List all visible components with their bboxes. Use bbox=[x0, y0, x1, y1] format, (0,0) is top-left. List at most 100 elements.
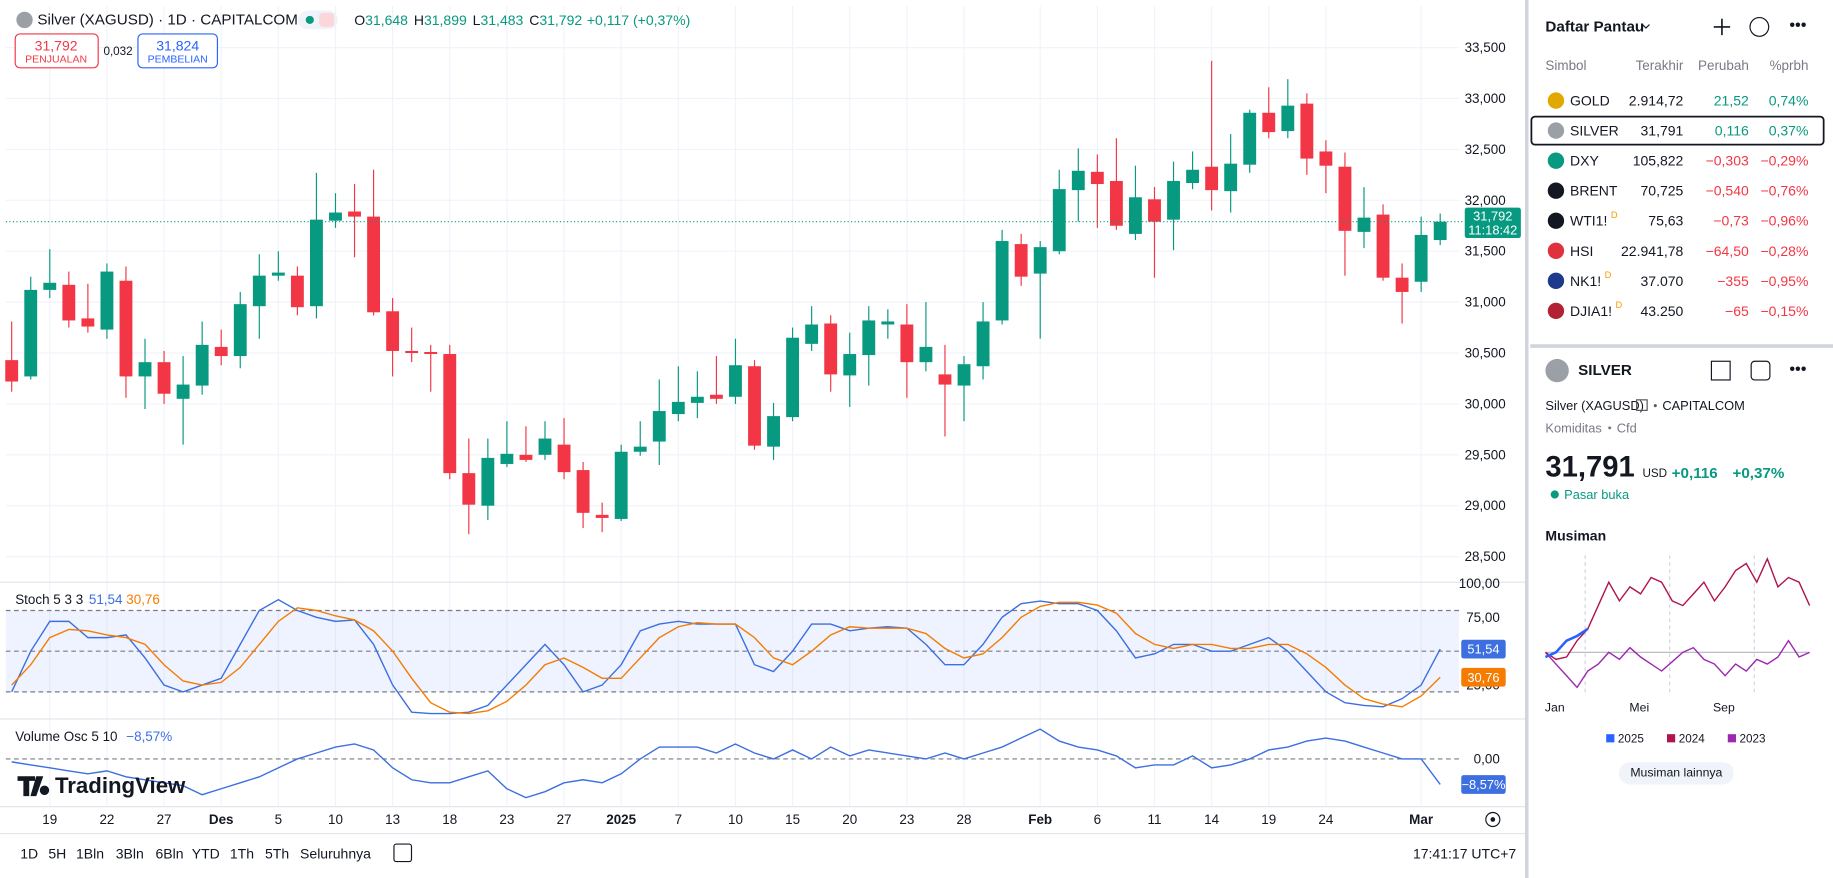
detail-symbol: SILVER bbox=[1578, 362, 1632, 379]
add-button[interactable] bbox=[1713, 18, 1731, 36]
x-tick-label: 19 bbox=[1261, 812, 1276, 827]
symbol-name: SILVER bbox=[1570, 123, 1619, 139]
status-dot bbox=[305, 15, 314, 25]
x-tick-label: 2025 bbox=[606, 812, 636, 827]
candle-body bbox=[214, 346, 228, 357]
range-button[interactable]: 3Bln bbox=[116, 845, 144, 861]
y-tick-label: 32,500 bbox=[1465, 142, 1506, 157]
legend-swatch bbox=[1667, 734, 1676, 743]
indicator-line bbox=[11, 728, 1441, 799]
symbol-name: DXY bbox=[1570, 153, 1599, 169]
x-tick-label: 14 bbox=[1204, 812, 1219, 827]
range-button[interactable]: Seluruhnya bbox=[300, 845, 371, 861]
chart-button[interactable] bbox=[1749, 16, 1770, 37]
y-tick-label: 0,00 bbox=[1474, 751, 1500, 766]
x-tick-label: 6 bbox=[1094, 812, 1101, 827]
buy-button[interactable] bbox=[137, 33, 219, 69]
clock: 17:41:17 UTC+7 bbox=[1413, 845, 1516, 861]
candle-body bbox=[1262, 112, 1276, 133]
symbol: DXY bbox=[1570, 153, 1599, 169]
detail-icon bbox=[1545, 358, 1569, 383]
candle-body bbox=[633, 446, 647, 452]
edit-button[interactable] bbox=[1750, 360, 1771, 381]
candle-body bbox=[671, 401, 685, 415]
layout-button[interactable] bbox=[1710, 360, 1731, 381]
x-tick-label: 20 bbox=[842, 812, 857, 827]
x-tick-label: Mei bbox=[1629, 700, 1649, 714]
candle-body bbox=[157, 362, 171, 394]
candle-body bbox=[119, 280, 133, 377]
candle-body bbox=[709, 394, 723, 399]
range-button[interactable]: 6Bln bbox=[155, 845, 183, 861]
range-button[interactable]: 5Th bbox=[265, 845, 289, 861]
x-tick-label: 27 bbox=[557, 812, 572, 827]
x-tick-label: 18 bbox=[442, 812, 457, 827]
candle-body bbox=[1243, 112, 1257, 165]
range-button[interactable]: 1D bbox=[20, 845, 38, 861]
symbol-name: WTI1! bbox=[1570, 213, 1607, 229]
candle-body bbox=[843, 354, 857, 376]
candle-body bbox=[1033, 247, 1047, 274]
candle-body bbox=[595, 514, 609, 518]
x-tick-label: 22 bbox=[99, 812, 114, 827]
ohlc-key: O bbox=[354, 12, 365, 28]
last-price: 22.941,78 bbox=[1621, 243, 1684, 259]
candle-body bbox=[233, 304, 247, 357]
x-tick-label: 23 bbox=[899, 812, 914, 827]
plot-layer: 19 22 27 Des 5 10 13 18 23 27 2025 7 10 15 20 23 28 Feb 6 1… bbox=[5, 40, 1521, 827]
candle-body bbox=[957, 364, 971, 386]
candle-body bbox=[443, 354, 457, 474]
watchlist-title[interactable]: Daftar Pantau bbox=[1545, 18, 1644, 35]
range-button[interactable]: 5H bbox=[48, 845, 66, 861]
candle-body bbox=[729, 365, 742, 397]
sell-button[interactable] bbox=[14, 33, 99, 69]
value-tag bbox=[1461, 775, 1506, 794]
countdown: 11:18:42 bbox=[1468, 222, 1517, 237]
menu-button[interactable]: ••• bbox=[1789, 17, 1806, 35]
change-percent: −0,29% bbox=[1761, 153, 1809, 169]
range-button[interactable]: 1Th bbox=[230, 845, 254, 861]
candle-body bbox=[919, 346, 933, 363]
x-tick-label: 27 bbox=[157, 812, 172, 827]
ohlc-legend: O31,648 H31,899 L31,483 C31,792 +0,117 (+0,3… bbox=[354, 12, 690, 28]
x-tick-label: 7 bbox=[675, 812, 682, 827]
watchlist-row[interactable] bbox=[1530, 115, 1825, 146]
candle-body bbox=[462, 473, 476, 505]
y-tick-label: 75,00 bbox=[1466, 610, 1500, 625]
detail-menu[interactable]: ••• bbox=[1789, 360, 1806, 378]
change-percent: −0,15% bbox=[1761, 303, 1809, 319]
candle-body bbox=[786, 337, 800, 418]
last-price: 70,725 bbox=[1640, 183, 1683, 199]
y-tick-label: 29,500 bbox=[1465, 447, 1506, 462]
change: −64,50 bbox=[1706, 243, 1749, 259]
symbol-flag: D bbox=[1616, 300, 1623, 310]
y-tick-label: 30,500 bbox=[1465, 346, 1506, 361]
range-button[interactable]: YTD bbox=[192, 845, 220, 861]
legend-swatch bbox=[1727, 734, 1736, 743]
candle-body bbox=[538, 438, 552, 455]
seasonal-chart: Jan Mei Sep 2025 2024 2023 bbox=[1545, 555, 1811, 745]
range-button[interactable]: 1Bln bbox=[76, 845, 104, 861]
candle-body bbox=[805, 324, 819, 344]
candle-body bbox=[195, 344, 209, 386]
candle-body bbox=[43, 282, 57, 290]
buy-price: 31,824 bbox=[156, 38, 199, 54]
symbol-name: HSI bbox=[1570, 243, 1593, 259]
x-tick-label: 10 bbox=[728, 812, 743, 827]
x-tick-label: Des bbox=[209, 812, 234, 827]
change: −0,303 bbox=[1706, 153, 1749, 169]
y-tick-label: 29,000 bbox=[1465, 498, 1506, 513]
external-link[interactable] bbox=[1636, 399, 1648, 411]
more-button[interactable] bbox=[1619, 762, 1734, 785]
symbol-icon bbox=[1547, 122, 1565, 139]
buy-label: PEMBELIAN bbox=[148, 54, 208, 66]
date-range-icon[interactable] bbox=[393, 843, 413, 863]
x-tick-label: 19 bbox=[42, 812, 57, 827]
settings-icon[interactable] bbox=[1485, 811, 1501, 828]
change-percent: −0,76% bbox=[1761, 183, 1809, 199]
candle-body bbox=[1090, 171, 1104, 185]
x-tick-label: 10 bbox=[328, 812, 343, 827]
change-percent: 0,37% bbox=[1769, 123, 1809, 139]
seasonal-line bbox=[1545, 556, 1811, 661]
last-price: 31,791 bbox=[1640, 123, 1683, 139]
